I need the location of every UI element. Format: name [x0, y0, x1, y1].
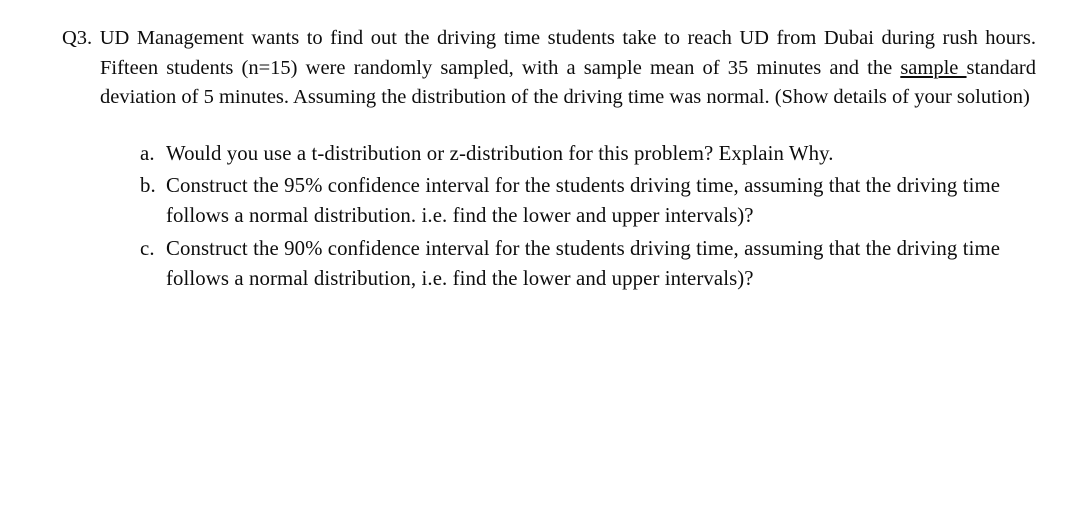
document-page: Q3. UD Management wants to find out the …	[0, 0, 1080, 320]
question-parts-list: a. Would you use a t-distribution or z-d…	[38, 139, 1036, 294]
question-part: b. Construct the 95% confidence interval…	[140, 171, 1036, 231]
question-part: a. Would you use a t-distribution or z-d…	[140, 139, 1036, 169]
question-paragraph: Q3. UD Management wants to find out the …	[38, 24, 1036, 113]
part-text: Would you use a t-distribution or z-dist…	[166, 142, 834, 165]
part-letter: a.	[140, 139, 155, 169]
part-text: Construct the 90% confidence interval fo…	[166, 237, 1000, 290]
question-part: c. Construct the 90% confidence interval…	[140, 234, 1036, 294]
part-letter: c.	[140, 234, 155, 264]
question-body: UD Management wants to find out the driv…	[100, 27, 1036, 108]
question-number: Q3.	[62, 27, 92, 49]
part-letter: b.	[140, 171, 156, 201]
part-text: Construct the 95% confidence interval fo…	[166, 174, 1000, 227]
